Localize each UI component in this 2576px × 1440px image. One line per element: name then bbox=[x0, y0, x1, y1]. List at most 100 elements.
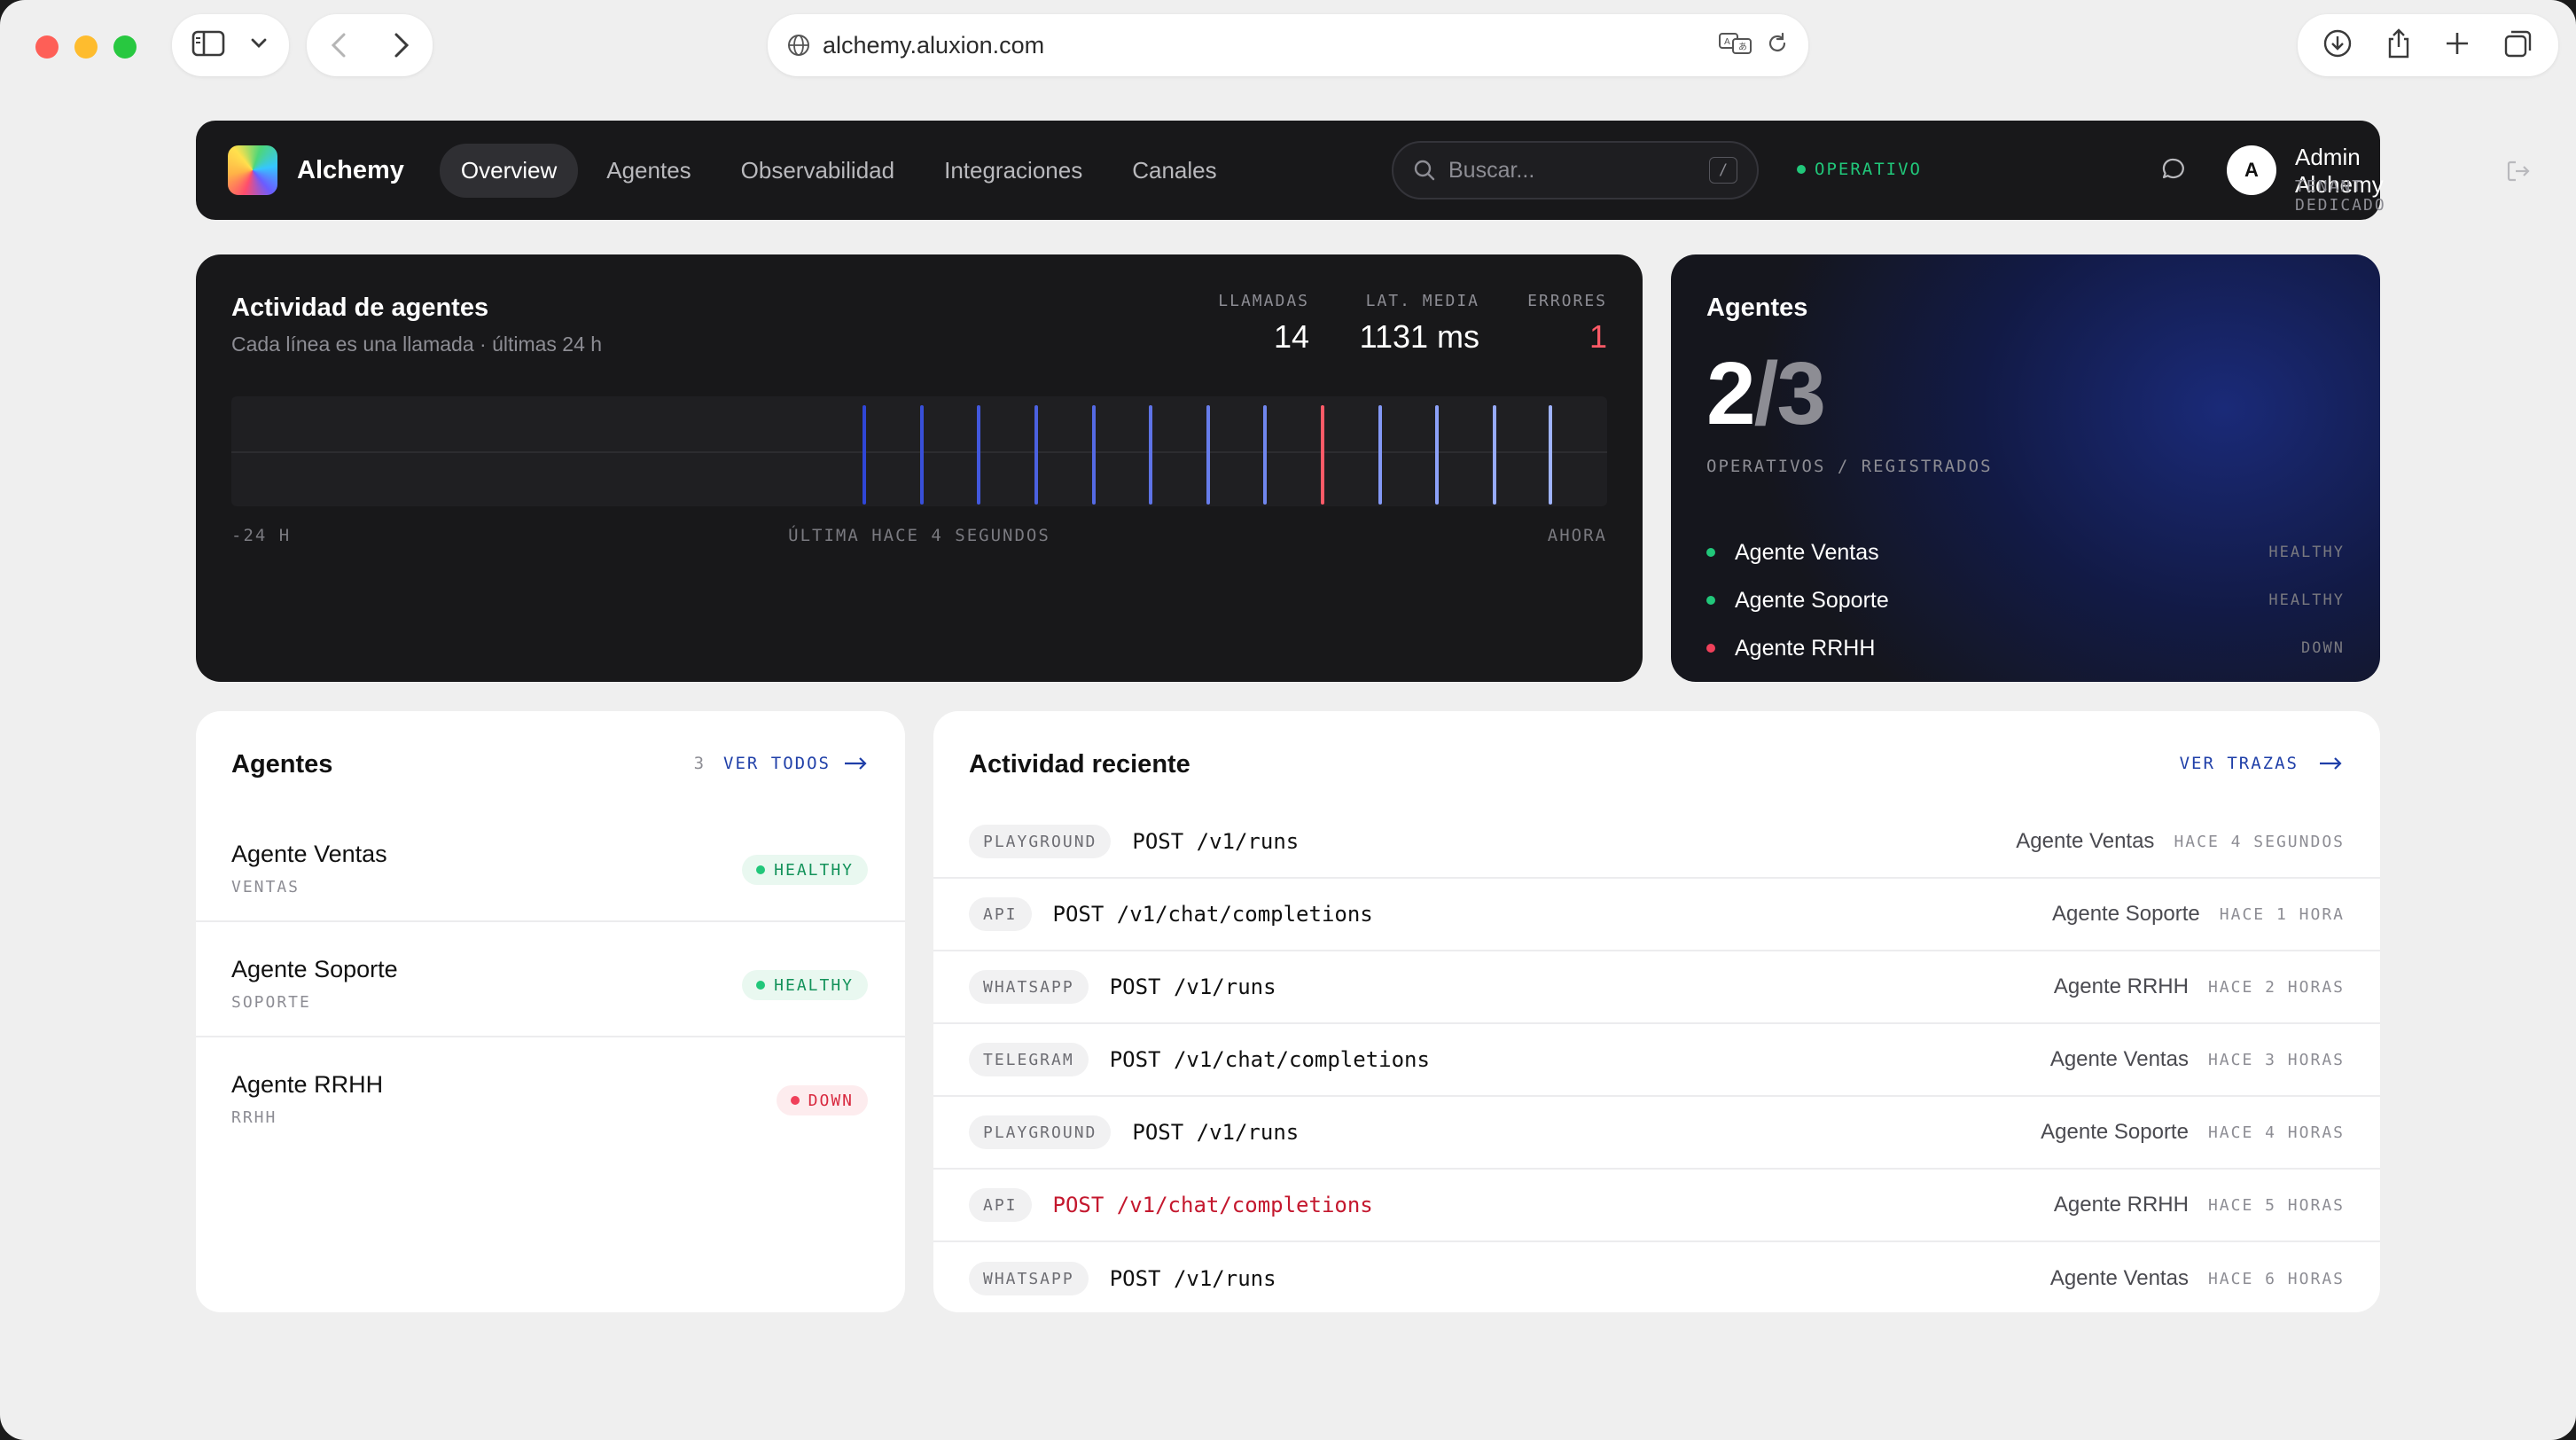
tab-observabilidad[interactable]: Observabilidad bbox=[740, 156, 895, 184]
chat-bubble-icon[interactable] bbox=[2160, 156, 2187, 187]
request-agent: Agente Ventas bbox=[2049, 1047, 2189, 1071]
axis-label-last-call: ÚLTIMA HACE 4 SEGUNDOS bbox=[788, 526, 1050, 545]
recent-activity-card: Actividad reciente VER TRAZAS PLAYGROUND… bbox=[933, 711, 2380, 1312]
call-line[interactable] bbox=[920, 405, 924, 505]
request-agent: Agente RRHH bbox=[2053, 1193, 2189, 1217]
forward-button[interactable] bbox=[370, 14, 433, 76]
call-line[interactable] bbox=[977, 405, 980, 505]
call-line[interactable] bbox=[1206, 405, 1210, 505]
list-item[interactable]: Agente RRHH RRHH DOWN bbox=[196, 1037, 905, 1153]
channel-badge: API bbox=[969, 1188, 1032, 1222]
summary-agent-row[interactable]: Agente Soporte HEALTHY bbox=[1706, 583, 2345, 618]
call-line[interactable] bbox=[1263, 405, 1267, 505]
minimize-window-button[interactable] bbox=[74, 35, 98, 59]
agents-list-title: Agentes bbox=[231, 750, 333, 779]
call-line-error[interactable] bbox=[1321, 405, 1324, 505]
request-endpoint: POST /v1/runs bbox=[1132, 1120, 1300, 1145]
metric-errors-label: ERRORES bbox=[1527, 292, 1607, 310]
activity-timeline bbox=[231, 396, 1607, 506]
brand-name[interactable]: Alchemy bbox=[297, 155, 404, 184]
status-dot-icon bbox=[756, 981, 766, 990]
request-time: HACE 5 HORAS bbox=[2207, 1195, 2345, 1215]
avatar[interactable]: A bbox=[2227, 145, 2276, 195]
chevron-down-icon[interactable] bbox=[250, 37, 268, 54]
arrow-right-icon bbox=[845, 757, 867, 770]
summary-agent-status: HEALTHY bbox=[2268, 544, 2345, 561]
status-dot-icon bbox=[1706, 596, 1715, 605]
status-dot-icon bbox=[756, 865, 766, 874]
call-line[interactable] bbox=[1435, 405, 1439, 505]
agent-name: Agente Soporte bbox=[231, 956, 398, 982]
table-row[interactable]: TELEGRAM POST /v1/chat/completions Agente … bbox=[933, 1024, 2380, 1097]
tab-integraciones[interactable]: Integraciones bbox=[944, 156, 1083, 184]
channel-badge: TELEGRAM bbox=[969, 1043, 1089, 1076]
table-row[interactable]: API POST /v1/chat/completions Agente RRHH H… bbox=[933, 1170, 2380, 1242]
table-row[interactable]: PLAYGROUND POST /v1/runs Agente Ventas HACE… bbox=[933, 806, 2380, 879]
request-endpoint: POST /v1/chat/completions bbox=[1052, 1193, 1373, 1217]
chevron-right-icon bbox=[394, 33, 409, 58]
table-row[interactable]: API POST /v1/chat/completions Agente Sopor… bbox=[933, 879, 2380, 951]
view-traces-label: VER TRAZAS bbox=[2179, 754, 2299, 773]
download-icon[interactable] bbox=[2322, 28, 2353, 63]
tab-overview[interactable]: Overview bbox=[439, 143, 579, 198]
logout-icon[interactable] bbox=[2505, 158, 2532, 189]
view-all-label: VER TODOS bbox=[723, 754, 831, 773]
globe-icon bbox=[788, 35, 809, 56]
channel-badge: WHATSAPP bbox=[969, 970, 1089, 1004]
alchemy-logo-icon[interactable] bbox=[228, 145, 277, 195]
tab-overview-icon[interactable] bbox=[2503, 28, 2533, 63]
agents-summary-title: Agentes bbox=[1706, 293, 1808, 322]
table-row[interactable]: PLAYGROUND POST /v1/runs Agente Soporte HAC… bbox=[933, 1097, 2380, 1170]
channel-badge: PLAYGROUND bbox=[969, 825, 1112, 858]
view-all-agents: 3 VER TODOS bbox=[694, 754, 868, 773]
zoom-window-button[interactable] bbox=[113, 35, 137, 59]
list-item[interactable]: Agente Soporte SOPORTE HEALTHY bbox=[196, 922, 905, 1037]
call-line[interactable] bbox=[1549, 405, 1552, 505]
call-line[interactable] bbox=[863, 405, 866, 505]
metric-errors-value: 1 bbox=[1589, 318, 1607, 355]
call-line[interactable] bbox=[1092, 405, 1096, 505]
system-status: OPERATIVO bbox=[1797, 160, 1922, 179]
call-line[interactable] bbox=[1149, 405, 1152, 505]
table-row[interactable]: WHATSAPP POST /v1/runs Agente Ventas HACE 6… bbox=[933, 1242, 2380, 1312]
share-icon[interactable] bbox=[2385, 27, 2412, 64]
activity-title: Actividad de agentes bbox=[231, 293, 489, 322]
status-dot-icon bbox=[1706, 548, 1715, 557]
summary-agent-row[interactable]: Agente RRHH DOWN bbox=[1706, 630, 2345, 666]
svg-text:A: A bbox=[1724, 37, 1730, 47]
metric-latency-value: 1131 ms bbox=[1359, 318, 1479, 355]
view-all-link[interactable]: VER TODOS bbox=[723, 754, 868, 773]
tab-agentes[interactable]: Agentes bbox=[606, 156, 691, 184]
back-button[interactable] bbox=[307, 14, 370, 76]
agent-name: Agente RRHH bbox=[231, 1071, 384, 1098]
axis-label-start: -24 H bbox=[231, 526, 292, 545]
agents-summary-card: Agentes 2/3 OPERATIVOS / REGISTRADOS Age… bbox=[1671, 254, 2380, 682]
view-traces-link[interactable]: VER TRAZAS bbox=[2180, 754, 2343, 773]
list-item[interactable]: Agente Ventas VENTAS HEALTHY bbox=[196, 807, 905, 922]
request-endpoint: POST /v1/runs bbox=[1109, 1266, 1276, 1291]
request-time: HACE 2 HORAS bbox=[2207, 977, 2345, 997]
history-nav-group bbox=[307, 14, 433, 76]
new-tab-icon[interactable] bbox=[2444, 30, 2471, 61]
table-row[interactable]: WHATSAPP POST /v1/runs Agente RRHH HACE 2 H… bbox=[933, 951, 2380, 1024]
call-line[interactable] bbox=[1378, 405, 1382, 505]
tab-canales[interactable]: Canales bbox=[1132, 156, 1217, 184]
close-window-button[interactable] bbox=[35, 35, 59, 59]
call-line[interactable] bbox=[1493, 405, 1496, 505]
channel-badge: API bbox=[969, 897, 1032, 931]
search-input[interactable]: Buscar... / bbox=[1392, 141, 1759, 200]
call-line[interactable] bbox=[1034, 405, 1038, 505]
recent-activity-title: Actividad reciente bbox=[969, 750, 1190, 779]
reload-icon[interactable] bbox=[1766, 32, 1789, 59]
agents-operational-count: 2 bbox=[1706, 344, 1756, 443]
status-dot-icon bbox=[790, 1096, 800, 1105]
status-badge: DOWN bbox=[776, 1085, 868, 1115]
user-name: Admin Alchemy bbox=[2295, 144, 2384, 198]
sidebar-icon[interactable] bbox=[191, 30, 225, 61]
request-agent: Agente Ventas bbox=[2016, 829, 2155, 853]
summary-agent-row[interactable]: Agente Ventas HEALTHY bbox=[1706, 535, 2345, 570]
url-text[interactable]: alchemy.aluxion.com bbox=[823, 31, 1045, 59]
